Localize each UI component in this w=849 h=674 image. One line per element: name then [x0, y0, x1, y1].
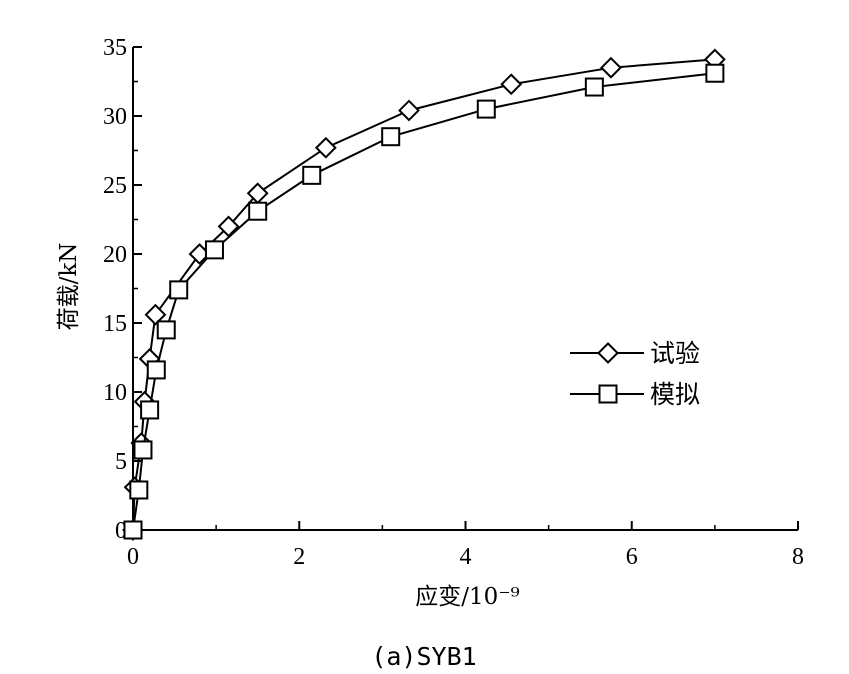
- data-point: [314, 136, 337, 159]
- y-tick-label: 10: [103, 380, 127, 406]
- legend-marker: [597, 342, 619, 364]
- data-point: [600, 56, 622, 79]
- data-point: [398, 99, 420, 122]
- series-line: [132, 72, 716, 531]
- x-tick-label: 0: [127, 544, 139, 570]
- legend-label: 试验: [650, 339, 700, 368]
- data-point: [381, 127, 401, 147]
- data-point: [140, 400, 160, 420]
- legend-entry-1: 试验: [570, 339, 700, 368]
- data-point: [169, 280, 189, 300]
- legend-label: 模拟: [650, 380, 700, 409]
- data-point: [146, 360, 166, 380]
- y-tick-label: 30: [103, 104, 127, 130]
- legend-entry-2: 模拟: [570, 380, 700, 409]
- data-point: [500, 73, 523, 96]
- data-point: [705, 63, 725, 83]
- series-line: [132, 58, 715, 531]
- y-tick-label: 35: [103, 35, 127, 61]
- x-tick-label: 6: [626, 544, 638, 570]
- data-point: [123, 520, 143, 540]
- series-2: [123, 63, 725, 540]
- y-tick-label: 15: [103, 311, 127, 337]
- y-tick-label: 20: [103, 242, 127, 268]
- data-point: [302, 165, 322, 185]
- data-point: [204, 240, 224, 260]
- data-point: [584, 77, 604, 97]
- data-point: [133, 440, 153, 460]
- chart-caption: (a)SYB1: [371, 642, 476, 671]
- y-tick-label: 25: [103, 173, 127, 199]
- x-tick-label: 2: [293, 544, 305, 570]
- series-1: [122, 48, 726, 541]
- data-point: [248, 201, 268, 221]
- x-tick-label: 8: [792, 544, 804, 570]
- series-layer: [122, 48, 726, 541]
- data-point: [144, 303, 167, 326]
- data-point: [129, 480, 149, 500]
- data-point: [476, 99, 496, 119]
- y-axis-title: 荷载/kN: [56, 243, 82, 331]
- x-axis-title: 应变/10⁻⁹: [415, 584, 519, 610]
- data-point: [217, 215, 240, 238]
- x-tick-label: 4: [460, 544, 472, 570]
- legend-marker: [598, 384, 618, 404]
- y-tick-label: 5: [115, 449, 127, 475]
- data-point: [156, 320, 176, 340]
